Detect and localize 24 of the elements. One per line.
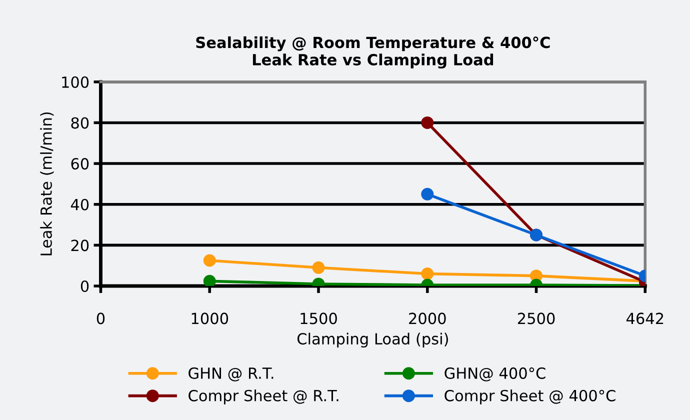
chart-title: Sealability @ Room Temperature & 400°C Leak Rate vs Clamping Load [196,36,550,69]
x-tick-label: 4642 [626,312,664,324]
y-tick-label: 60 [71,158,89,170]
legend-label: Compr Sheet @ R.T. [188,390,338,404]
legend-label: Compr Sheet @ 400°C [444,390,616,404]
x-tick-label: 0 [96,312,105,324]
point [421,188,434,200]
legend-label: GHN @ R.T. [188,367,274,382]
legend-label: GHN@ 400°C [444,367,546,382]
x-tick-label: 1500 [300,312,337,324]
point [203,274,216,286]
x-tick-label: 1000 [192,312,228,324]
x-tick-label: 2000 [409,312,446,324]
y-axis-title: Leak Rate (ml/min) [40,112,54,256]
point [203,254,216,267]
x-tick-label: 2500 [518,312,555,324]
y-tick-label: 40 [70,198,89,210]
point [312,261,325,274]
y-tick-label: 80 [71,117,89,129]
y-tick-label: 0 [80,280,89,292]
y-tick-label: 20 [71,240,89,252]
y-tick-label: 100 [62,76,89,88]
x-axis-title: Clamping Load (psi) [297,332,448,348]
point [421,268,434,280]
